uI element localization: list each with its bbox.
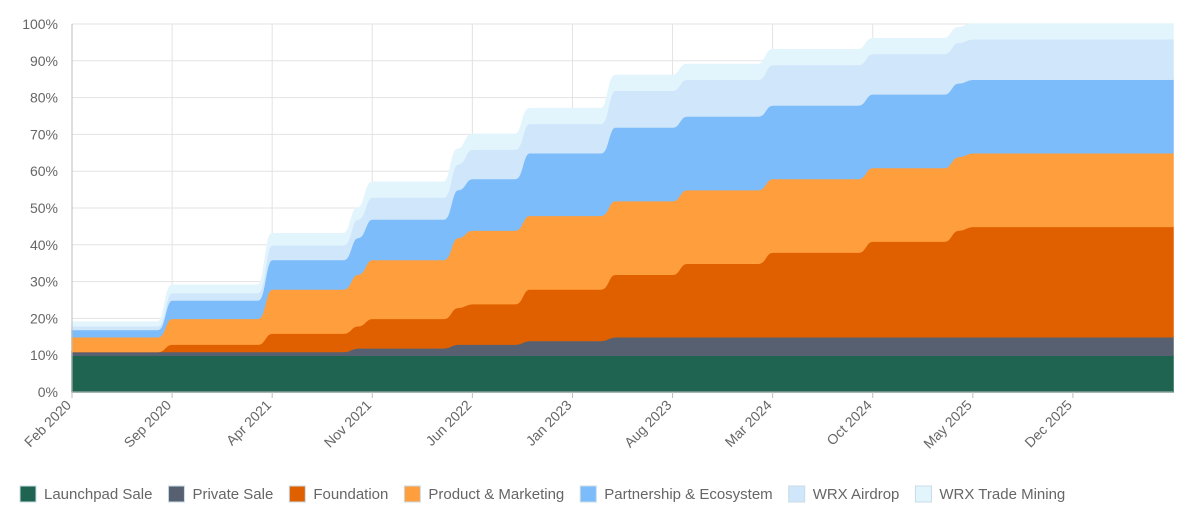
x-tick-label: Jan 2023 (523, 397, 575, 449)
legend-label: WRX Trade Mining (939, 486, 1065, 503)
y-tick-label: 10% (30, 347, 58, 363)
legend-item-product-marketing[interactable]: Product & Marketing (403, 485, 564, 503)
x-tick-label: Nov 2021 (321, 397, 375, 451)
legend: Launchpad Sale Private Sale Foundation Prod… (19, 485, 1065, 503)
x-tick-label: Sep 2020 (121, 397, 175, 451)
legend-label: Private Sale (192, 486, 273, 503)
legend-swatch (914, 485, 932, 503)
x-tick-label: Aug 2023 (621, 397, 675, 451)
legend-item-private-sale[interactable]: Private Sale (167, 485, 273, 503)
y-axis-ticks: 0% 10% 20% 30% 40% 50% 60% 70% 80% 90% 100% (22, 16, 58, 400)
legend-item-wrx-trade-mining[interactable]: WRX Trade Mining (914, 485, 1065, 503)
area-series-launchpad-sale (71, 354, 1174, 393)
x-tick-label: Mar 2024 (722, 397, 775, 450)
x-tick-label: Apr 2021 (223, 397, 275, 449)
area-series-wrx-trade-mining (71, 23, 1174, 327)
legend-label: Foundation (313, 486, 388, 503)
legend-item-wrx-airdrop[interactable]: WRX Airdrop (788, 485, 900, 503)
y-tick-label: 20% (30, 310, 58, 326)
legend-label: Partnership & Ecosystem (604, 486, 772, 503)
legend-swatch (788, 485, 806, 503)
legend-item-foundation[interactable]: Foundation (288, 485, 388, 503)
y-tick-label: 80% (30, 90, 58, 106)
axes (71, 24, 1173, 393)
x-axis-ticks: Feb 2020 Sep 2020 Apr 2021 Nov 2021 Jun 2022… (21, 392, 1075, 452)
y-tick-label: 60% (30, 163, 58, 179)
y-tick-label: 50% (30, 200, 58, 216)
stacked-areas (71, 23, 1174, 393)
legend-swatch (579, 485, 597, 503)
x-tick-label: May 2025 (920, 397, 975, 452)
x-tick-label: Dec 2025 (1021, 397, 1075, 451)
legend-item-launchpad-sale[interactable]: Launchpad Sale (19, 485, 152, 503)
legend-item-partnership-ecosystem[interactable]: Partnership & Ecosystem (579, 485, 773, 503)
y-tick-label: 100% (22, 16, 58, 32)
y-tick-label: 40% (30, 237, 58, 253)
legend-swatch (403, 485, 421, 503)
y-tick-label: 70% (30, 126, 58, 142)
legend-label: Product & Marketing (428, 486, 564, 503)
legend-swatch (167, 485, 185, 503)
legend-label: Launchpad Sale (44, 486, 152, 503)
x-tick-label: Jun 2022 (422, 397, 474, 449)
legend-label: WRX Airdrop (813, 486, 900, 503)
legend-swatch (19, 485, 37, 503)
y-tick-label: 90% (30, 53, 58, 69)
y-tick-label: 0% (38, 384, 58, 400)
y-tick-label: 30% (30, 274, 58, 290)
x-tick-label: Oct 2024 (823, 397, 875, 449)
legend-swatch (288, 485, 306, 503)
x-tick-label: Feb 2020 (21, 397, 74, 450)
